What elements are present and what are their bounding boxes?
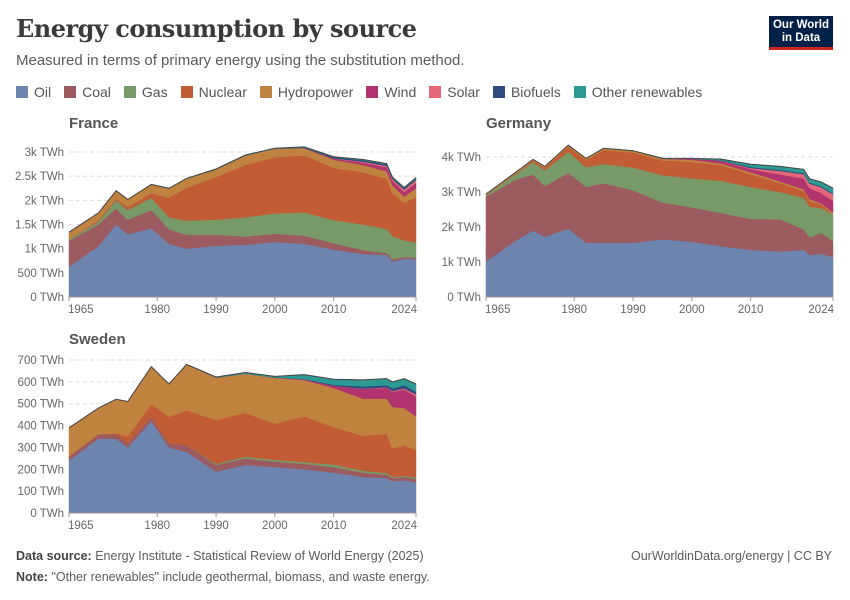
- x-tick-label: 2024: [808, 304, 834, 316]
- y-tick-label: 0 TWh: [447, 292, 481, 304]
- legend-label: Wind: [384, 84, 417, 100]
- legend-label: Coal: [82, 84, 111, 100]
- x-tick-label: 1990: [620, 304, 646, 316]
- legend-swatch: [429, 86, 442, 98]
- legend-item-gas[interactable]: Gas: [123, 84, 168, 100]
- x-tick-label: 1965: [485, 304, 511, 316]
- chart-title: Sweden: [69, 331, 126, 348]
- x-tick-label: 2024: [391, 304, 417, 316]
- x-tick-label: 1980: [561, 304, 587, 316]
- page-title: Energy consumption by source: [16, 14, 417, 43]
- note-text: "Other renewables" include geothermal, b…: [51, 570, 430, 584]
- legend-item-biofuels[interactable]: Biofuels: [492, 84, 561, 100]
- legend-label: Gas: [141, 84, 168, 100]
- x-tick-label: 1965: [68, 520, 94, 532]
- legend-label: Nuclear: [198, 84, 247, 100]
- x-tick-label: 2000: [262, 520, 288, 532]
- legend-label: Other renewables: [591, 84, 703, 100]
- y-tick-label: 0 TWh: [30, 508, 64, 520]
- x-tick-label: 1965: [68, 304, 94, 316]
- x-tick-label: 1980: [144, 520, 170, 532]
- x-tick-label: 2024: [391, 520, 417, 532]
- y-tick-label: 4k TWh: [442, 152, 481, 164]
- source-label: Data source:: [16, 549, 92, 563]
- legend-label: Oil: [34, 84, 52, 100]
- x-tick-label: 2000: [262, 304, 288, 316]
- y-tick-label: 3k TWh: [25, 147, 64, 159]
- legend-item-solar[interactable]: Solar: [429, 84, 480, 100]
- y-tick-label: 1.5k TWh: [15, 220, 64, 232]
- legend-item-wind[interactable]: Wind: [366, 84, 416, 100]
- x-tick-label: 1990: [203, 304, 229, 316]
- x-tick-label: 2010: [321, 304, 347, 316]
- y-tick-label: 500 TWh: [18, 268, 64, 280]
- y-tick-label: 2k TWh: [25, 195, 64, 207]
- chart-title: France: [69, 115, 118, 132]
- legend-swatch: [180, 86, 193, 98]
- y-tick-label: 300 TWh: [18, 442, 64, 454]
- total-outline: [68, 146, 417, 233]
- y-tick-label: 2k TWh: [442, 222, 481, 234]
- legend-swatch: [366, 86, 379, 98]
- legend-swatch: [16, 86, 28, 98]
- x-tick-label: 1980: [144, 304, 170, 316]
- y-tick-label: 400 TWh: [18, 421, 64, 433]
- y-tick-label: 500 TWh: [18, 399, 64, 411]
- y-tick-label: 0 TWh: [30, 292, 64, 304]
- owid-logo[interactable]: Our World in Data: [769, 16, 833, 50]
- legend-item-oil[interactable]: Oil: [16, 84, 51, 100]
- note-label: Note:: [16, 570, 48, 584]
- note: Note: "Other renewables" include geother…: [16, 570, 430, 584]
- x-tick-label: 1990: [203, 520, 229, 532]
- x-tick-label: 2010: [321, 520, 347, 532]
- total-outline: [68, 363, 417, 429]
- credit-link[interactable]: OurWorldinData.org/energy | CC BY: [630, 549, 832, 563]
- chart-germany: Germany 0 TWh 1k TWh 2k TWh 3k TWh 4k TWh 1965…: [442, 115, 835, 316]
- legend-swatch: [492, 86, 505, 98]
- legend-label: Biofuels: [510, 84, 561, 100]
- y-tick-label: 1k TWh: [442, 257, 481, 269]
- data-source: Data source: Energy Institute - Statisti…: [16, 549, 424, 563]
- x-tick-label: 2010: [738, 304, 764, 316]
- legend-swatch: [573, 86, 586, 98]
- legend-item-coal[interactable]: Coal: [64, 84, 111, 100]
- chart-sweden: Sweden 0 TWh 100 TWh 200 TWh 300 TWh 400 TWh 5…: [18, 331, 418, 532]
- legend-swatch: [123, 86, 136, 98]
- y-tick-label: 100 TWh: [18, 486, 64, 498]
- x-tick-label: 2000: [679, 304, 705, 316]
- y-tick-label: 600 TWh: [18, 377, 64, 389]
- legend-label: Solar: [447, 84, 480, 100]
- source-text[interactable]: Energy Institute - Statistical Review of…: [95, 549, 424, 563]
- chart-title: Germany: [486, 115, 552, 132]
- legend-item-hydropower[interactable]: Hydropower: [259, 84, 354, 100]
- legend: Oil Coal Gas Nuclear Hydropower Wind Solar Biof…: [16, 84, 702, 100]
- legend-swatch: [64, 86, 77, 98]
- legend-swatch: [259, 86, 272, 98]
- legend-item-other-renewables[interactable]: Other renewables: [573, 84, 703, 100]
- y-tick-label: 2.5k TWh: [15, 171, 64, 183]
- total-outline: [485, 144, 834, 195]
- legend-label: Hydropower: [277, 84, 354, 100]
- y-tick-label: 3k TWh: [442, 187, 481, 199]
- y-tick-label: 1k TWh: [25, 244, 64, 256]
- chart-france: France 0 TWh 500 TWh 1k TWh 1.5k TWh 2k TWh 2.…: [15, 115, 418, 316]
- y-tick-label: 200 TWh: [18, 464, 64, 476]
- page-subtitle: Measured in terms of primary energy usin…: [16, 52, 465, 69]
- legend-item-nuclear[interactable]: Nuclear: [180, 84, 247, 100]
- y-tick-label: 700 TWh: [18, 355, 64, 367]
